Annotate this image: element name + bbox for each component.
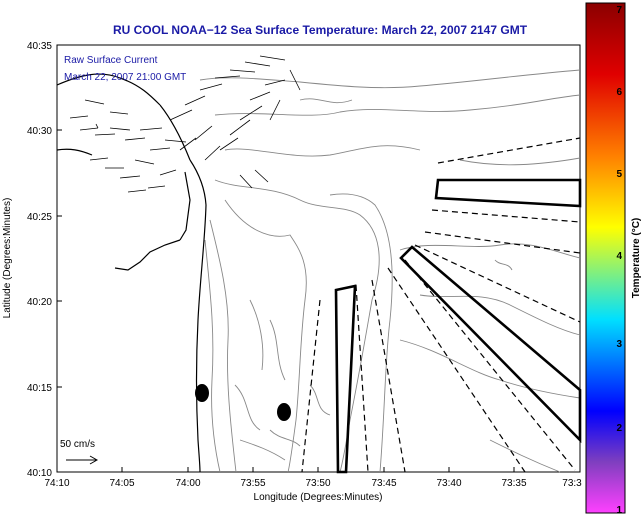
station-marker-2	[277, 403, 291, 421]
y-axis-label: Latitude (Degrees:Minutes)	[2, 198, 13, 319]
x-tick-label: 73:55	[240, 478, 265, 489]
colorbar-gradient	[585, 2, 626, 514]
y-tick-labels: 40:35 40:30 40:25 40:20 40:15 40:10	[27, 41, 52, 479]
current-label: Raw Surface Current	[64, 55, 158, 66]
transect-lines	[301, 137, 581, 473]
y-tick-label: 40:30	[27, 126, 52, 137]
x-axis-label: Longitude (Degrees:Minutes)	[254, 492, 383, 503]
x-tick-label: 73:50	[305, 478, 330, 489]
surface-current-vectors	[69, 55, 301, 193]
current-timestamp: March 22, 2007 21:00 GMT	[64, 72, 186, 83]
x-tick-label: 73:35	[501, 478, 526, 489]
x-tick-label: 74:00	[175, 478, 200, 489]
y-tick-label: 40:10	[27, 468, 52, 479]
y-tick-label: 40:25	[27, 212, 52, 223]
y-axis-ticks	[57, 44, 62, 473]
colorbar-tick-label: 5	[616, 169, 622, 180]
figure-title: RU COOL NOAA−12 Sea Surface Temperature:…	[113, 23, 528, 37]
scale-arrowhead	[89, 455, 99, 465]
scale-label: 50 cm/s	[60, 439, 95, 450]
x-tick-label: 73:40	[436, 478, 461, 489]
temperature-colorbar: 7 6 5 4 3 2 1 Temperature (°C)	[585, 2, 642, 516]
x-tick-label: 73:3	[562, 478, 582, 489]
colorbar-tick-label: 6	[616, 87, 622, 98]
bathymetry-contours	[199, 69, 581, 473]
colorbar-tick-label: 2	[616, 423, 622, 434]
station-marker-1	[195, 384, 209, 402]
x-axis-ticks	[56, 467, 581, 472]
colorbar-tick-label: 7	[616, 5, 622, 16]
x-tick-label: 73:45	[371, 478, 396, 489]
coastline	[56, 73, 207, 473]
map-panel: Raw Surface Current March 22, 2007 21:00…	[56, 44, 582, 474]
y-tick-label: 40:20	[27, 297, 52, 308]
colorbar-tick-label: 3	[616, 339, 622, 350]
colorbar-tick-label: 4	[616, 251, 622, 262]
colorbar-tick-label: 1	[616, 505, 622, 516]
colorbar-label: Temperature (°C)	[631, 218, 642, 299]
x-tick-label: 74:05	[109, 478, 134, 489]
y-tick-label: 40:15	[27, 383, 52, 394]
map-frame	[56, 44, 581, 473]
y-tick-label: 40:35	[27, 41, 52, 52]
x-tick-labels: 74:10 74:05 74:00 73:55 73:50 73:45 73:4…	[44, 478, 582, 489]
track-polygons	[334, 178, 582, 474]
x-tick-label: 74:10	[44, 478, 69, 489]
